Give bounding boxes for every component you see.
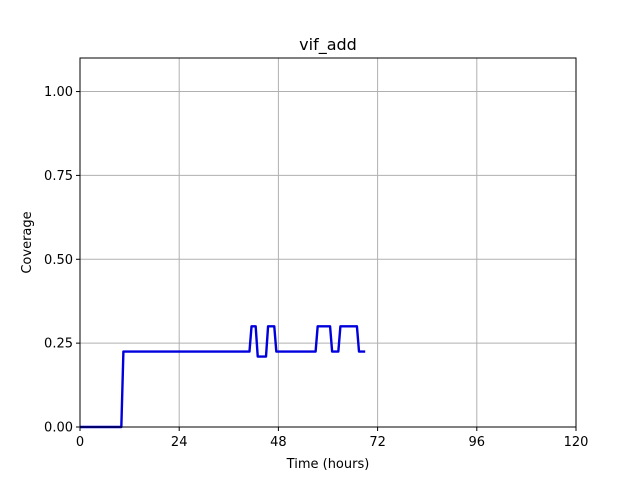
plot-area-frame — [79, 57, 577, 428]
y-tick-label: 1.00 — [44, 85, 73, 100]
y-axis-label: Coverage — [20, 211, 35, 273]
y-tick-label: 0.50 — [44, 253, 73, 268]
ticks: 0 24 48 72 96 120 0.00 0.25 0.50 0.75 1.00 — [44, 85, 588, 450]
x-tick-label: 72 — [369, 435, 386, 450]
y-tick-label: 0.25 — [44, 337, 73, 352]
chart-title: vif_add — [299, 35, 357, 55]
x-tick-label: 0 — [76, 435, 84, 450]
x-tick-label: 120 — [564, 435, 589, 450]
x-tick-label: 24 — [171, 435, 188, 450]
y-tick-label: 0.75 — [44, 169, 73, 184]
series-layer — [80, 325, 366, 429]
coverage-series-line — [80, 325, 366, 429]
grid — [79, 58, 577, 428]
x-tick-label: 48 — [270, 435, 287, 450]
x-tick-label: 96 — [469, 435, 486, 450]
x-axis-label: Time (hours) — [286, 457, 370, 472]
y-tick-label: 0.00 — [44, 421, 73, 436]
